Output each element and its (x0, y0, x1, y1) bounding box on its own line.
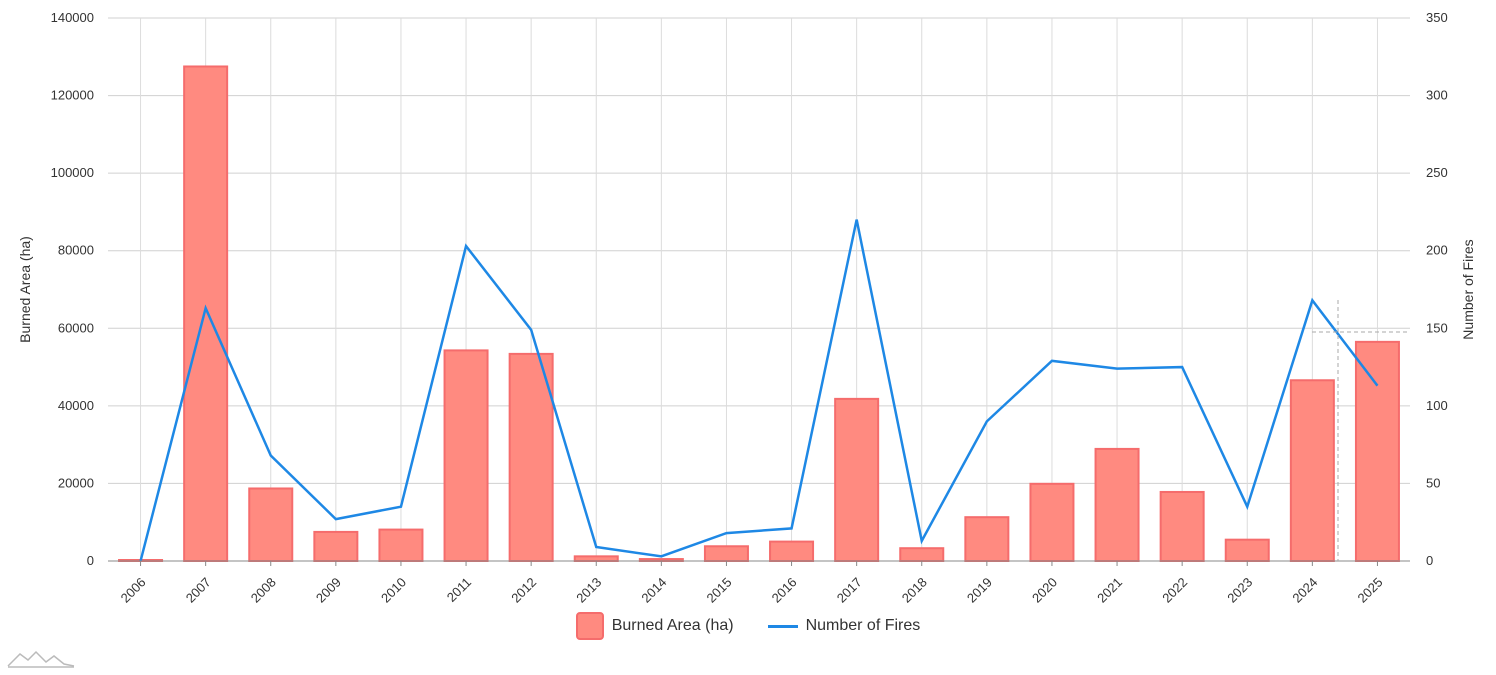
x-tick-label: 2009 (313, 575, 344, 606)
chart-legend: Burned Area (ha) Number of Fires (0, 612, 1496, 640)
legend-line-swatch (767, 624, 798, 628)
bar-2019 (964, 516, 1010, 562)
x-tick-label: 2025 (1355, 575, 1386, 606)
axes: 0 20000 40000 60000 80000 100000 120000 140000 0… (17, 10, 1476, 606)
bar-2021 (1094, 447, 1140, 562)
y-left-axis-title: Burned Area (ha) (17, 236, 33, 343)
x-tick-label: 2016 (769, 575, 800, 606)
x-tick-label: 2024 (1289, 575, 1320, 606)
y-left-tick-label: 0 (87, 553, 94, 568)
bar-2022 (1159, 490, 1205, 562)
y-left-tick-label: 60000 (58, 320, 94, 335)
bar-2012 (508, 352, 554, 562)
x-tick-label: 2014 (638, 575, 669, 606)
y-right-tick-label: 350 (1426, 10, 1448, 25)
x-tick-label: 2006 (118, 575, 149, 606)
x-tick-label: 2012 (508, 575, 539, 606)
combo-chart: 0 20000 40000 60000 80000 100000 120000 140000 0… (17, 10, 1476, 606)
y-right-tick-label: 0 (1426, 553, 1433, 568)
y-left-tick-label: 20000 (58, 475, 94, 490)
mountain-logo-icon (7, 650, 75, 668)
x-tick-label: 2010 (378, 575, 409, 606)
bar-2009 (313, 530, 359, 562)
x-tick-label: 2008 (248, 575, 279, 606)
grid-lines (108, 17, 1410, 562)
bar-2008 (248, 487, 294, 562)
y-right-tick-label: 250 (1426, 165, 1448, 180)
y-right-tick-label: 200 (1426, 243, 1448, 258)
crosshair-cursor (1312, 300, 1410, 561)
y-left-tick-label: 120000 (51, 88, 94, 103)
legend-item-number-of-fires[interactable]: Number of Fires (767, 617, 921, 635)
x-tick-label: 2019 (964, 575, 995, 606)
bar-2013 (573, 555, 619, 562)
bar-2018 (899, 547, 945, 563)
y-left-tick-label: 40000 (58, 398, 94, 413)
x-tick-label: 2013 (573, 575, 604, 606)
bar-2016 (769, 540, 815, 562)
x-tick-label: 2022 (1159, 575, 1190, 606)
bar-2015 (703, 545, 749, 562)
y-right-axis-title: Number of Fires (1460, 239, 1476, 339)
bar-2020 (1029, 482, 1075, 563)
x-tick-label: 2018 (899, 575, 930, 606)
y-left-tick-label: 140000 (51, 10, 94, 25)
fires-line (139, 219, 1379, 562)
y-right-tick-label: 300 (1426, 88, 1448, 103)
y-right-tick-label: 50 (1426, 475, 1440, 490)
legend-label-number-of-fires: Number of Fires (805, 617, 921, 634)
x-tick-label: 2021 (1094, 575, 1125, 606)
bar-2025 (1354, 340, 1400, 562)
bar-2007 (183, 65, 229, 562)
legend-bar-swatch (575, 612, 604, 640)
legend-label-burned-area: Burned Area (ha) (611, 617, 734, 634)
bar-2010 (378, 528, 424, 562)
x-tick-label: 2015 (704, 575, 735, 606)
x-tick-label: 2017 (834, 575, 865, 606)
bar-2011 (443, 349, 489, 563)
bar-2023 (1224, 538, 1270, 562)
x-tick-label: 2020 (1029, 575, 1060, 606)
legend-item-burned-area[interactable]: Burned Area (ha) (575, 612, 734, 640)
y-right-tick-label: 100 (1426, 398, 1448, 413)
bar-2024 (1289, 379, 1335, 562)
bar-series-burned-area (118, 65, 1400, 563)
bar-2017 (834, 397, 880, 562)
y-left-tick-label: 100000 (51, 165, 94, 180)
x-tick-label: 2007 (183, 575, 214, 606)
y-left-tick-label: 80000 (58, 243, 94, 258)
x-tick-label: 2023 (1224, 575, 1255, 606)
y-right-tick-label: 150 (1426, 320, 1448, 335)
line-series-number-of-fires (139, 219, 1379, 562)
x-tick-label: 2011 (444, 575, 474, 605)
